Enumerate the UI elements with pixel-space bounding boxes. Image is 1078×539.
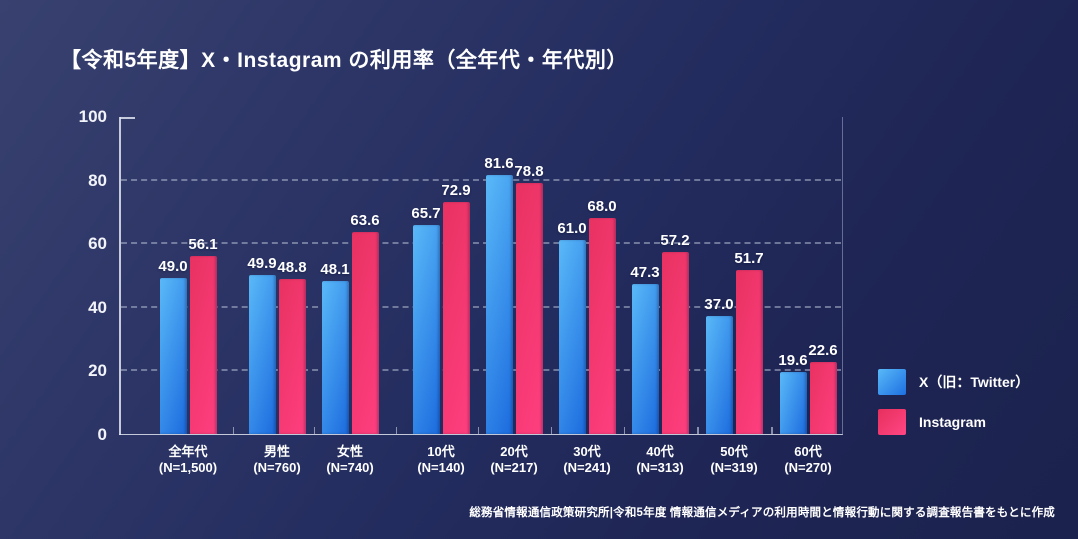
category-label: 40代 (N=313) [636, 444, 684, 475]
bar-x [779, 371, 807, 434]
category-label: 全年代 (N=1,500) [158, 444, 218, 475]
gridline-40 [121, 305, 841, 308]
x-axis-divider-tick [623, 427, 625, 434]
category-label: 50代 (N=319) [710, 444, 758, 475]
x-axis-divider-tick [550, 427, 552, 434]
plot-right-border [841, 117, 843, 435]
bar-x [412, 225, 440, 434]
value-label-instagram: 63.6 [350, 211, 380, 229]
category-label: 男性 (N=760) [253, 444, 301, 475]
y-tick-label-20: 20 [88, 361, 107, 381]
value-label-x: 65.7 [411, 205, 441, 223]
value-label-x: 61.0 [557, 220, 587, 238]
value-label-instagram: 68.0 [587, 197, 617, 215]
bar-x [558, 240, 586, 434]
y-tick-label-0: 0 [97, 425, 107, 444]
bar-instagram [351, 231, 379, 434]
x-axis-line [119, 433, 843, 435]
bar-instagram [189, 255, 217, 434]
source-note: 総務省情報通信政策研究所|令和5年度 情報通信メディアの利用時間と情報行動に関す… [469, 507, 1055, 519]
y-tick-label-60: 60 [88, 234, 107, 254]
legend-swatch-x-icon [878, 368, 906, 395]
plot-area: 49.0 56.1 全年代 (N=1,500) 49.9 48.8 男性 (N=760) 48.… [119, 117, 843, 475]
value-label-x: 49.9 [247, 255, 277, 273]
legend-label-instagram: Instagram [919, 413, 986, 430]
value-label-x: 49.0 [158, 258, 188, 276]
value-label-instagram: 56.1 [188, 235, 218, 253]
y-axis-top-tick [120, 117, 135, 119]
x-axis-divider-tick [771, 427, 773, 434]
bar-x [248, 275, 276, 434]
bar-x [321, 281, 349, 434]
bar-instagram [735, 269, 763, 434]
category-label: 30代 (N=241) [563, 444, 611, 475]
bar-x [631, 283, 659, 434]
legend-item-x: X（旧：Twitter） [878, 368, 1029, 395]
bar-instagram [278, 278, 306, 434]
legend-swatch-instagram-icon [878, 408, 906, 435]
value-label-instagram: 57.2 [660, 232, 690, 250]
value-label-instagram: 78.8 [514, 163, 544, 181]
bar-instagram [442, 202, 470, 434]
category-label: 10代 (N=140) [417, 444, 465, 475]
gridline-60 [121, 242, 841, 245]
legend-label-x: X（旧：Twitter） [919, 373, 1030, 390]
value-label-x: 48.1 [320, 261, 350, 279]
bar-x [485, 174, 513, 434]
y-axis-line [119, 117, 121, 435]
y-tick-label-100: 100 [78, 107, 107, 126]
value-label-x: 19.6 [778, 351, 808, 369]
value-label-instagram: 72.9 [441, 182, 471, 200]
x-axis-divider-tick [395, 427, 397, 434]
value-label-x: 47.3 [630, 263, 660, 281]
x-axis-divider-tick [313, 427, 315, 434]
value-label-x: 37.0 [704, 296, 734, 314]
value-label-instagram: 51.7 [734, 249, 764, 267]
bar-x [159, 278, 187, 434]
x-axis-divider-tick [232, 427, 234, 434]
category-label: 60代 (N=270) [784, 444, 832, 475]
legend-item-instagram: Instagram [878, 408, 1029, 435]
bar-instagram [661, 252, 689, 434]
value-label-x: 81.6 [484, 154, 514, 172]
bar-instagram [588, 217, 616, 434]
x-axis-divider-tick [477, 427, 479, 434]
y-tick-label-80: 80 [88, 170, 107, 190]
legend: X（旧：Twitter） Instagram [878, 368, 1029, 448]
value-label-instagram: 48.8 [277, 258, 307, 276]
gridline-20 [121, 369, 841, 372]
category-label: 女性 (N=740) [326, 444, 374, 475]
category-label: 20代 (N=217) [490, 444, 538, 475]
value-label-instagram: 22.6 [808, 342, 838, 360]
chart-title: 【令和5年度】X・Instagram の利用率（全年代・年代別） [60, 49, 628, 72]
bar-x [705, 316, 733, 434]
bar-instagram [809, 362, 837, 434]
bar-instagram [515, 183, 543, 434]
gridline-80 [121, 178, 841, 181]
x-axis-divider-tick [697, 427, 699, 434]
y-tick-label-40: 40 [88, 297, 107, 317]
